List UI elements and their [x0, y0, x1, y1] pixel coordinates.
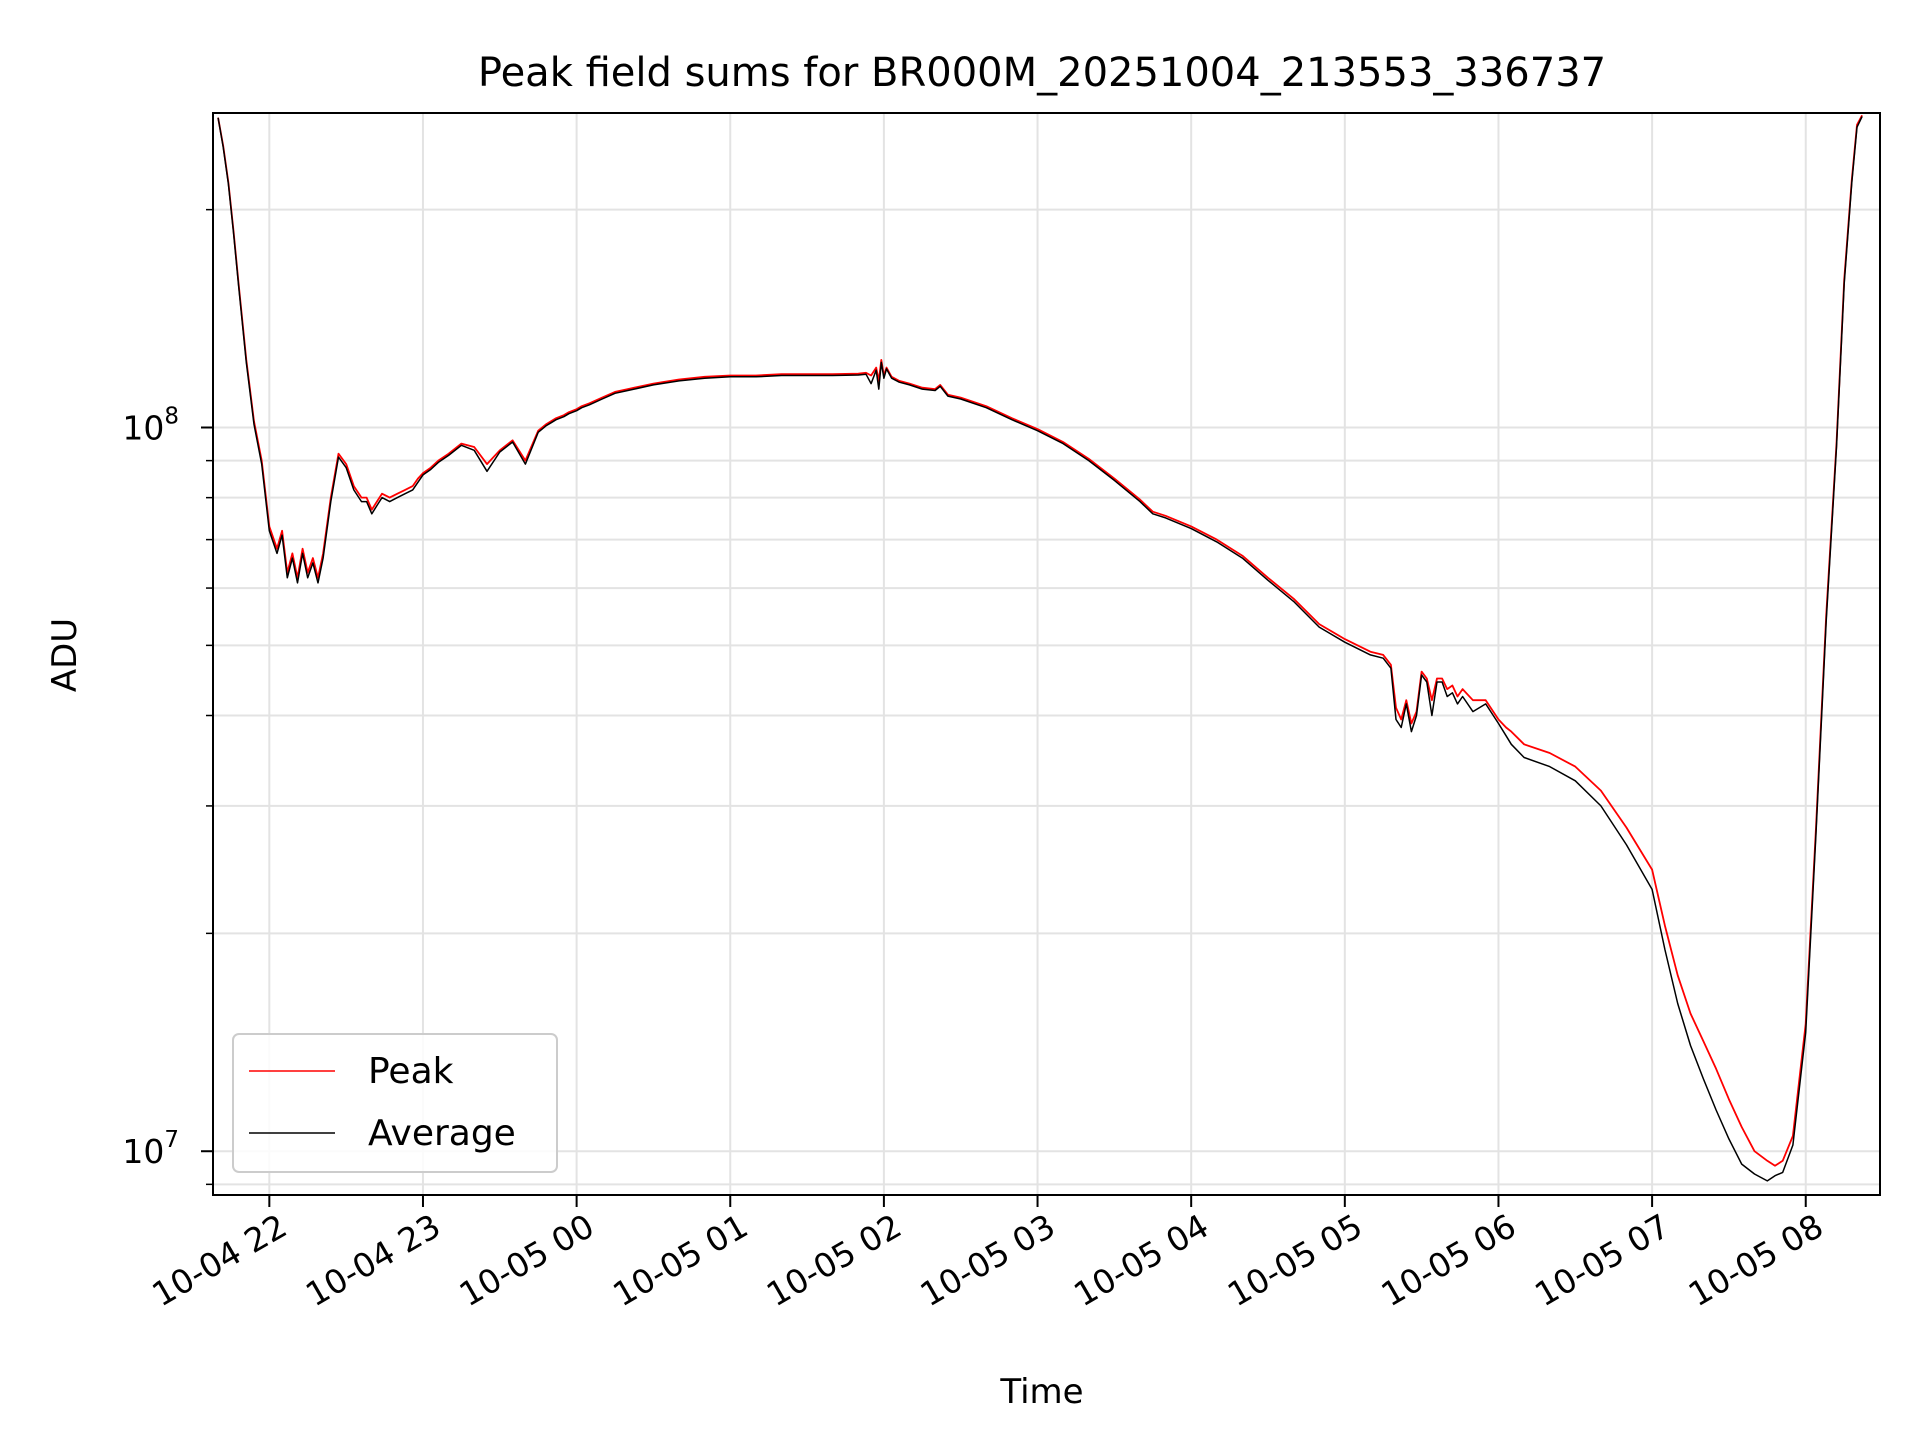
- y-axis-label: ADU: [45, 618, 85, 692]
- chart-title: Peak field sums for BR000M_20251004_2135…: [478, 50, 1606, 96]
- legend-label-peak: Peak: [368, 1051, 454, 1092]
- y-tick-label: 108: [122, 404, 179, 448]
- y-axis-ticks: 107 108: [122, 208, 213, 1186]
- x-axis-label: Time: [999, 1372, 1083, 1412]
- legend-box: [232, 1033, 558, 1173]
- series-lines: [217, 114, 1863, 1182]
- y-tick-label: 107: [122, 1127, 179, 1171]
- legend-label-average: Average: [368, 1113, 516, 1154]
- plot-frame: [212, 112, 1881, 1196]
- series-line-average: [217, 116, 1863, 1182]
- legend: Peak Average: [232, 1033, 558, 1173]
